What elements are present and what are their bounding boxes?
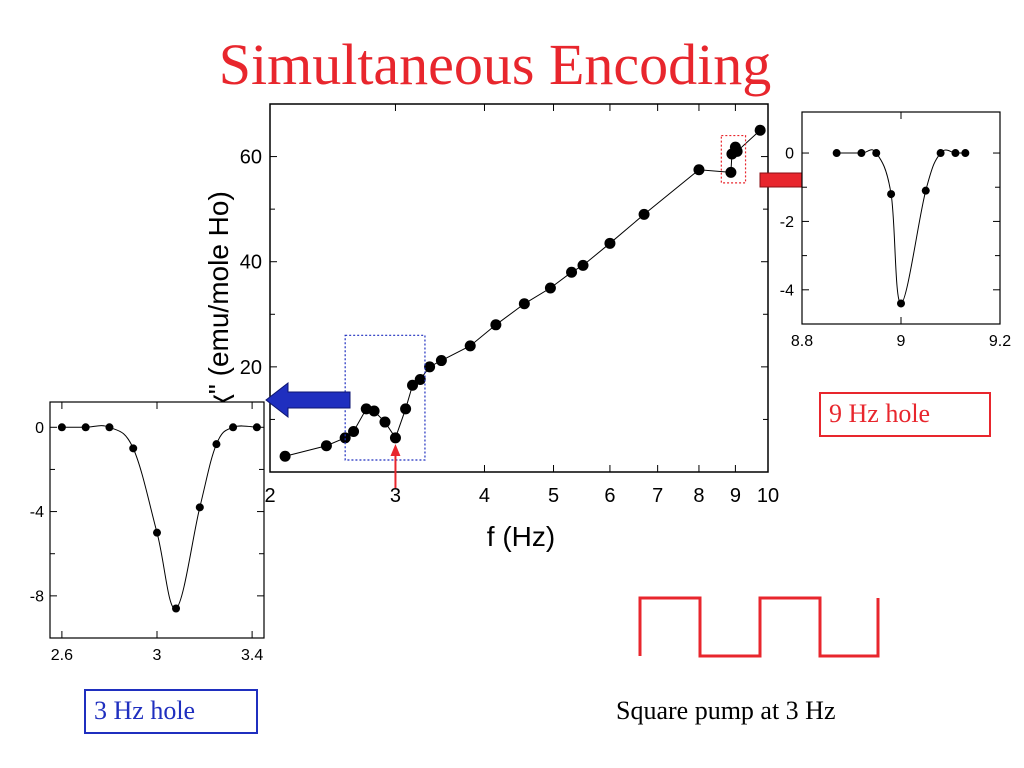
y-tick-label: -8: [30, 588, 44, 605]
data-point: [872, 149, 881, 158]
data-point: [464, 340, 476, 352]
y-tick-label: 0: [785, 146, 794, 163]
main-x-axis-label: f (Hz): [487, 521, 555, 552]
x-tick-label: 3: [153, 647, 162, 664]
data-point: [57, 423, 66, 432]
data-point: [731, 145, 743, 157]
data-point: [229, 423, 238, 432]
data-point: [857, 149, 866, 158]
y-tick-label: 40: [240, 252, 262, 274]
x-tick-label: 3.4: [241, 647, 263, 664]
inset-3hz-chart: 2.6 3 3.4 0 -4 -8: [30, 402, 264, 664]
label-9hz-hole: 9 Hz hole: [819, 392, 991, 437]
data-point: [936, 149, 945, 158]
series-line: [284, 129, 761, 457]
data-point: [832, 149, 841, 158]
x-tick-label: 9: [730, 485, 741, 507]
x-tick-label: 3: [390, 485, 401, 507]
x-tick-label: 8.8: [791, 333, 813, 350]
slide-title: Simultaneous Encoding: [218, 32, 772, 97]
inset-9hz-chart: 8.8 9 9.2 0 -2 -4: [780, 112, 1011, 350]
blue-highlight-box: [344, 334, 426, 461]
data-point: [400, 403, 412, 415]
label-3hz-hole: 3 Hz hole: [84, 689, 258, 734]
data-point: [339, 432, 351, 444]
data-point: [414, 373, 426, 385]
data-point: [279, 450, 291, 462]
blue-left-arrow: [265, 381, 351, 419]
x-tick-label: 6: [604, 485, 615, 507]
data-point: [129, 444, 138, 453]
series-line: [61, 425, 257, 610]
x-tick-label: 9: [897, 333, 906, 350]
data-point: [407, 379, 419, 391]
data-point: [490, 319, 502, 331]
data-point: [172, 604, 181, 613]
data-point: [725, 166, 737, 178]
data-point: [754, 124, 766, 136]
x-tick-label: 10: [757, 485, 779, 507]
y-tick-label: -4: [30, 504, 44, 521]
data-point: [518, 298, 530, 310]
data-point: [435, 355, 447, 367]
data-point: [252, 423, 261, 432]
data-point: [951, 149, 960, 158]
y-tick-label: -2: [780, 214, 794, 231]
data-point: [693, 164, 705, 176]
x-tick-label: 9.2: [989, 333, 1011, 350]
data-point: [320, 440, 332, 452]
main-chart: 2 3 4 5 6 7 8 9 10 20 40 60: [240, 104, 779, 507]
data-point: [105, 423, 114, 432]
data-point: [897, 299, 905, 308]
x-tick-label: 7: [652, 485, 663, 507]
data-point: [921, 186, 930, 195]
data-point: [544, 282, 556, 294]
x-tick-label: 2.6: [51, 647, 73, 664]
y-tick-label: -4: [780, 282, 794, 299]
data-point: [81, 423, 90, 432]
data-point: [379, 416, 391, 428]
data-point: [153, 528, 161, 537]
data-point: [638, 208, 650, 220]
data-point: [368, 405, 380, 417]
x-tick-label: 5: [548, 485, 559, 507]
y-tick-label: 20: [240, 357, 262, 379]
x-tick-label: 2: [264, 485, 275, 507]
data-point: [566, 266, 578, 278]
data-point: [577, 259, 589, 271]
inset-3hz-frame: [49, 401, 265, 639]
red-highlight-box: [720, 134, 747, 184]
x-tick-label: 8: [693, 485, 704, 507]
data-point: [961, 149, 970, 158]
data-point: [348, 426, 360, 438]
data-point: [887, 190, 896, 199]
square-pump-wave: [638, 596, 880, 658]
data-point: [424, 361, 436, 373]
data-point: [389, 432, 401, 444]
y-tick-label: 60: [240, 147, 262, 169]
data-point: [195, 503, 204, 512]
inset-9hz-frame: [801, 111, 1001, 325]
data-point: [604, 237, 616, 249]
hole-marker-arrow: [390, 444, 401, 488]
main-y-axis-label: χ" (emu/mole Ho): [203, 191, 234, 409]
data-point: [212, 440, 221, 449]
x-tick-label: 4: [479, 485, 490, 507]
main-chart-frame: [269, 103, 769, 473]
pump-caption: Square pump at 3 Hz: [616, 696, 836, 725]
y-tick-label: 0: [35, 420, 44, 437]
hole-marker-head: [390, 444, 401, 456]
